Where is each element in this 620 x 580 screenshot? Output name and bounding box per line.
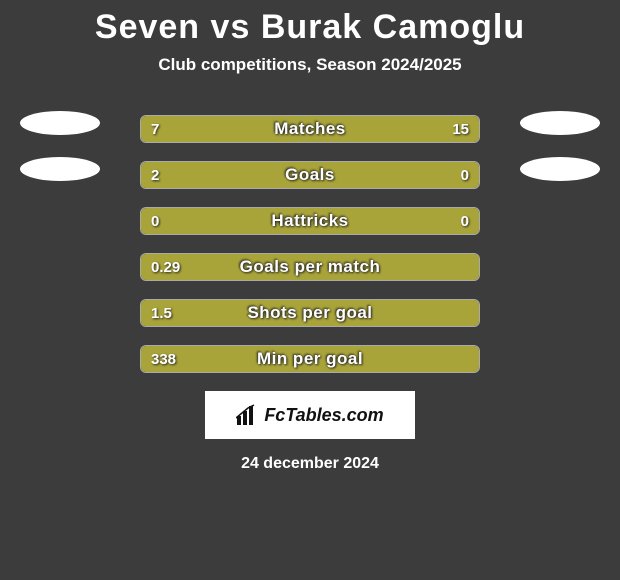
stat-bar: Goals per match0.29 [140, 253, 480, 281]
stat-label: Hattricks [141, 208, 479, 234]
stat-value-right: 0 [461, 162, 469, 188]
stat-row: Matches7 15 [0, 103, 620, 149]
logo-wrap: FcTables.com [0, 391, 620, 439]
player1-name: Seven [95, 8, 200, 46]
stat-value-left: 338 [151, 346, 176, 372]
stat-value-left: 7 [151, 116, 159, 142]
stat-label: Goals per match [141, 254, 479, 280]
stat-row: Goals per match0.29 [0, 241, 620, 287]
stat-row: Hattricks0 0 [0, 195, 620, 241]
player2-name: Burak Camoglu [261, 8, 525, 46]
stat-label: Min per goal [141, 346, 479, 372]
stat-label: Matches [141, 116, 479, 142]
stat-label: Goals [141, 162, 479, 188]
fctables-logo: FcTables.com [205, 391, 415, 439]
logo-text: FcTables.com [264, 405, 383, 426]
subtitle: Club competitions, Season 2024/2025 [0, 55, 620, 75]
stat-value-left: 0 [151, 208, 159, 234]
player1-avatar [20, 111, 100, 135]
date-text: 24 december 2024 [0, 455, 620, 473]
stat-row: Shots per goal1.5 [0, 287, 620, 333]
player2-avatar [520, 111, 600, 135]
stat-bar: Hattricks0 0 [140, 207, 480, 235]
stat-row: Min per goal338 [0, 333, 620, 379]
stat-bar: Goals2 0 [140, 161, 480, 189]
stat-bar: Matches7 15 [140, 115, 480, 143]
stat-value-left: 2 [151, 162, 159, 188]
stat-value-left: 0.29 [151, 254, 180, 280]
stat-row: Goals2 0 [0, 149, 620, 195]
chart-icon [236, 404, 258, 426]
stat-label: Shots per goal [141, 300, 479, 326]
stat-bar: Shots per goal1.5 [140, 299, 480, 327]
player2-avatar [520, 157, 600, 181]
stats-rows: Matches715Goals20Hattricks00Goals per ma… [0, 103, 620, 379]
vs-text: vs [211, 8, 251, 46]
stat-value-right: 0 [461, 208, 469, 234]
stat-value-left: 1.5 [151, 300, 172, 326]
stat-bar: Min per goal338 [140, 345, 480, 373]
stat-value-right: 15 [452, 116, 469, 142]
player1-avatar [20, 157, 100, 181]
comparison-title: Seven vs Burak Camoglu [0, 0, 620, 47]
